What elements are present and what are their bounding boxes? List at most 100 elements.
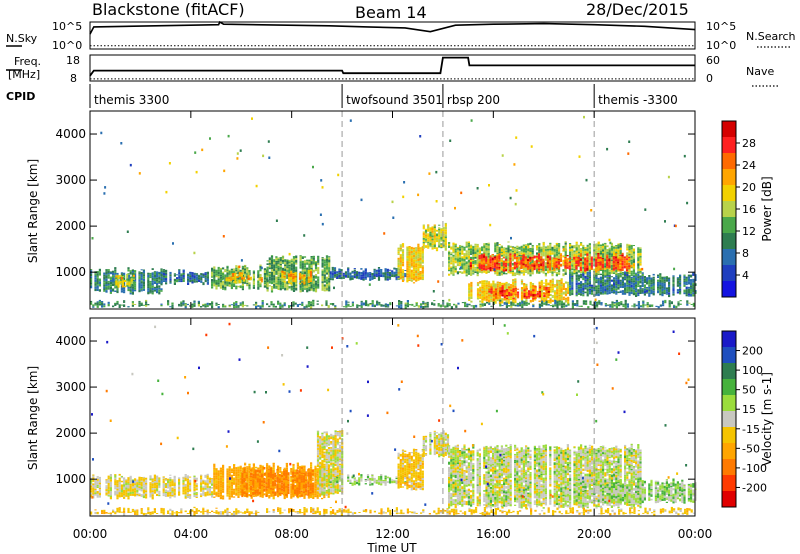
- heatmap-cell: [549, 288, 552, 291]
- heatmap-cell: [138, 282, 141, 286]
- heatmap-cell: [617, 269, 620, 272]
- heatmap-cell: [612, 263, 615, 266]
- heatmap-cell: [584, 257, 587, 261]
- heatmap-cell: [98, 479, 101, 483]
- heatmap-cell: [408, 258, 411, 262]
- heatmap-cell: [142, 477, 145, 479]
- heatmap-cell: [483, 299, 486, 301]
- heatmap-cell: [593, 268, 596, 271]
- heatmap-cell: [317, 261, 320, 263]
- heatmap-cell: [544, 262, 547, 265]
- heatmap-cell: [127, 497, 130, 500]
- heatmap-cell: [606, 258, 609, 260]
- heatmap-cell: [510, 304, 513, 306]
- heatmap-cell: [632, 265, 635, 268]
- heatmap-cell: [494, 288, 498, 291]
- heatmap-cell: [454, 265, 457, 269]
- heatmap-cell: [604, 248, 607, 250]
- heatmap-cell: [281, 275, 284, 279]
- heatmap-cell: [257, 276, 260, 279]
- heatmap-cell: [611, 305, 614, 308]
- heatmap-cell: [687, 274, 690, 277]
- heatmap-cell: [476, 283, 480, 287]
- heatmap-cell: [384, 272, 387, 276]
- heatmap-cell: [518, 254, 521, 257]
- heatmap-cell: [94, 485, 97, 488]
- heatmap-cell: [140, 303, 143, 306]
- heatmap-cell: [470, 287, 473, 290]
- heatmap-cell: [677, 302, 680, 306]
- heatmap-cell: [499, 289, 502, 291]
- heatmap-cell: [662, 302, 665, 305]
- heatmap-cell: [469, 264, 472, 268]
- heatmap-cell: [105, 278, 108, 282]
- heatmap-cell: [476, 288, 480, 291]
- heatmap-cell: [624, 273, 627, 275]
- heatmap-cell: [213, 270, 216, 272]
- heatmap-cell: [547, 290, 550, 293]
- heatmap-cell: [415, 278, 418, 280]
- heatmap-cell: [408, 246, 411, 247]
- heatmap-cell: [151, 290, 154, 293]
- heatmap-cell: [461, 258, 464, 261]
- heatmap-cell: [125, 487, 128, 490]
- heatmap-cell: [576, 300, 579, 303]
- heatmap-cell: [182, 274, 185, 278]
- heatmap-cell: [270, 262, 274, 265]
- heatmap-cell: [353, 273, 356, 276]
- heatmap-cell: [412, 262, 416, 264]
- noise-sky-line: [89, 20, 696, 35]
- heatmap-cell: [490, 298, 493, 300]
- heatmap-cell: [608, 247, 611, 250]
- heatmap-cell: [433, 247, 436, 249]
- heatmap-cell: [90, 285, 93, 289]
- heatmap-cell: [241, 288, 244, 291]
- heatmap-cell: [526, 258, 530, 260]
- heatmap-cell: [397, 249, 400, 252]
- heatmap-cell: [435, 249, 439, 252]
- heatmap-cell: [317, 283, 320, 287]
- heatmap-cell: [619, 254, 622, 256]
- heatmap-cell: [204, 273, 207, 276]
- heatmap-cell: [488, 294, 491, 297]
- heatmap-cell: [138, 272, 141, 275]
- heatmap-cell: [543, 294, 546, 298]
- heatmap-cell: [690, 287, 693, 289]
- heatmap-cell: [516, 294, 520, 298]
- heatmap-cell: [531, 263, 534, 265]
- heatmap-cell: [534, 286, 537, 288]
- heatmap-cell: [391, 272, 394, 275]
- heatmap-cell: [637, 263, 640, 266]
- heatmap-cell: [493, 259, 497, 263]
- heatmap-cell: [284, 266, 287, 269]
- heatmap-cell: [630, 253, 633, 256]
- heatmap-cell: [421, 255, 424, 259]
- heatmap-cell: [142, 489, 145, 492]
- heatmap-speck: [590, 209, 593, 212]
- heatmap-cell: [415, 264, 418, 266]
- freq-tick-top: 18: [66, 54, 80, 67]
- heatmap-cell: [422, 241, 425, 244]
- heatmap-cell: [482, 255, 486, 258]
- heatmap-cell: [542, 299, 546, 302]
- heatmap-cell: [556, 279, 559, 282]
- heatmap-cell: [547, 286, 550, 289]
- heatmap-cell: [537, 254, 541, 257]
- heatmap-cell: [558, 283, 561, 286]
- heatmap-cell: [440, 228, 443, 230]
- heatmap-cell: [611, 301, 614, 304]
- heatmap-cell: [377, 274, 381, 277]
- heatmap-cell: [672, 291, 675, 294]
- heatmap-cell: [226, 266, 229, 269]
- heatmap-cell: [604, 265, 607, 268]
- heatmap-cell: [555, 265, 558, 268]
- heatmap-cell: [575, 275, 578, 277]
- heatmap-cell: [266, 282, 269, 285]
- heatmap-cell: [292, 301, 295, 304]
- heatmap-cell: [488, 302, 491, 304]
- heatmap-cell: [401, 243, 405, 247]
- heatmap-cell: [679, 290, 682, 293]
- heatmap-cell: [580, 286, 583, 289]
- heatmap-cell: [597, 250, 600, 253]
- heatmap-cell: [424, 229, 428, 233]
